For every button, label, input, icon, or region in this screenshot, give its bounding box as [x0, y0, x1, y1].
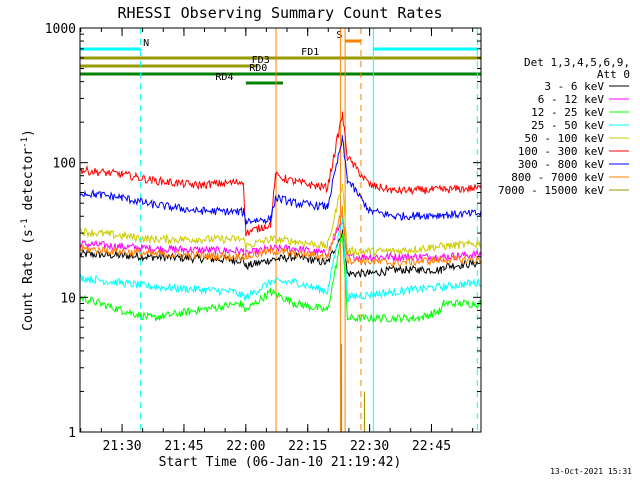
y-tick-label-2: 100: [53, 157, 76, 172]
x-tick-label-0: 21:30: [103, 439, 142, 454]
legend-label-7: 800 - 7000 keV: [511, 171, 604, 184]
series-line-3: [80, 217, 481, 303]
x-tick-label-5: 22:45: [412, 439, 451, 454]
legend-label-4: 50 - 100 keV: [525, 132, 605, 145]
x-axis-label: Start Time (06-Jan-10 21:19:42): [159, 455, 402, 470]
series-line-0: [80, 229, 481, 278]
state-bar-label-fd3: FD3: [252, 55, 270, 66]
legend-label-0: 3 - 6 keV: [544, 80, 604, 93]
y-axis-label: Count Rate (s-1 detector-1): [20, 129, 36, 331]
y-axis: 1 10 100 1000: [45, 22, 481, 441]
legend-header-1: Att 0: [597, 68, 630, 81]
chart-title: RHESSI Observing Summary Count Rates: [117, 4, 442, 22]
state-bar-label-rd0: RD0: [249, 63, 267, 74]
vertical-markers: [80, 28, 478, 432]
x-tick-label-3: 22:15: [288, 439, 327, 454]
timestamp: 13-Oct-2021 15:31: [550, 467, 632, 476]
series-line-5: [80, 111, 481, 237]
state-bar-label-n: N: [143, 38, 149, 49]
x-tick-label-1: 21:45: [164, 439, 203, 454]
plot-frame: [79, 27, 482, 433]
state-bar-label-fd1: FD1: [301, 47, 319, 58]
legend-label-8: 7000 - 15000 keV: [498, 184, 604, 197]
legend-label-1: 6 - 12 keV: [538, 93, 605, 106]
y-tick-label-3: 1000: [45, 22, 76, 37]
legend-label-3: 25 - 50 keV: [531, 119, 604, 132]
series-line-4: [80, 183, 481, 257]
series-line-2: [80, 233, 481, 324]
y-tick-label-0: 1: [68, 426, 76, 441]
legend-label-2: 12 - 25 keV: [531, 106, 604, 119]
legend-label-5: 100 - 300 keV: [518, 145, 604, 158]
legend-label-6: 300 - 800 keV: [518, 158, 604, 171]
state-bar-label-rd4: RD4: [215, 72, 233, 83]
series-line-8: [340, 343, 366, 432]
series-line-6: [80, 135, 481, 225]
y-tick-label-1: 10: [60, 291, 76, 306]
series-line-7: [80, 205, 481, 269]
legend-header-0: Det 1,3,4,5,6,9,: [524, 56, 630, 69]
series-lines: [80, 111, 481, 432]
x-axis: 21:30 21:45 22:00 22:15 22:30 22:45: [80, 28, 474, 454]
x-tick-label-2: 22:00: [226, 439, 265, 454]
state-bar-label-s: S: [336, 30, 342, 41]
x-tick-label-4: 22:30: [350, 439, 389, 454]
